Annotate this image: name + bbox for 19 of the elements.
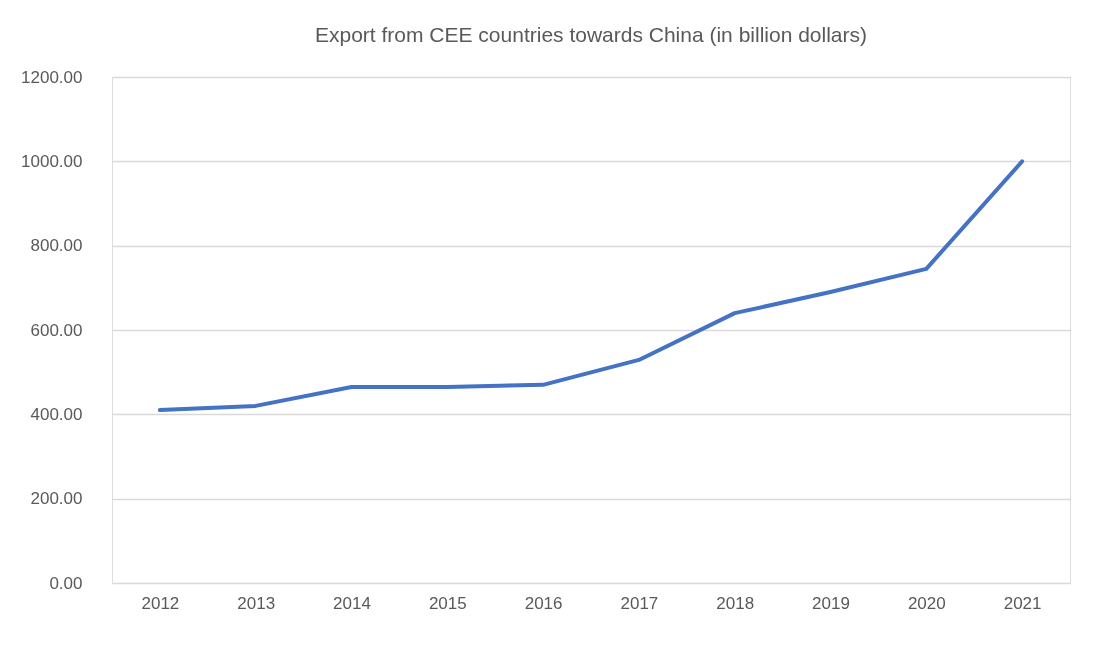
x-tick-label: 2020: [907, 593, 946, 613]
x-tick-label: 2013: [237, 593, 276, 613]
x-tick-label: 2019: [812, 593, 850, 613]
x-tick-label: 2016: [524, 593, 563, 613]
x-tick-label: 2017: [620, 593, 659, 613]
chart-title: Export from CEE countries towards China (in billion dollars): [314, 23, 868, 46]
x-tick-label: 2021: [1003, 593, 1042, 613]
x-tick-label: 2015: [428, 593, 467, 613]
x-tick-label: 2012: [141, 593, 180, 613]
x-tick-label: 2018: [716, 593, 755, 613]
y-tick-label: 1000.00: [21, 151, 83, 171]
y-tick-label: 200.00: [30, 489, 83, 509]
y-tick-label: 400.00: [30, 404, 83, 424]
y-tick-label: 1200.00: [21, 67, 83, 87]
y-tick-label: 800.00: [30, 236, 83, 256]
y-tick-label: 0.00: [49, 573, 83, 593]
y-tick-label: 600.00: [30, 320, 83, 340]
x-tick-label: 2014: [333, 593, 371, 613]
line-series: [157, 159, 1025, 413]
